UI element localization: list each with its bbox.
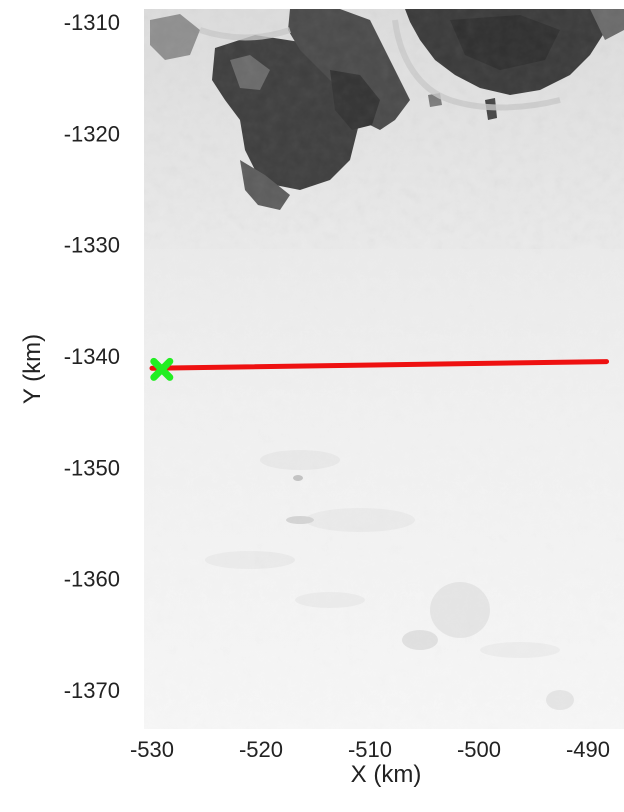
track-line	[149, 359, 610, 371]
y-axis-title: Y (km)	[19, 334, 46, 404]
y-tick-label: -1340	[64, 344, 120, 369]
y-tick-label: -1310	[64, 10, 120, 35]
marker-center	[156, 364, 167, 375]
y-tick-labels: -1310 -1320 -1330 -1340 -1350 -1360 -1370	[64, 10, 120, 703]
x-tick-label: -520	[239, 737, 283, 762]
y-tick-label: -1360	[64, 567, 120, 592]
x-tick-label: -530	[130, 737, 174, 762]
x-tick-label: -490	[566, 737, 610, 762]
x-tick-label: -510	[348, 737, 392, 762]
x-tick-label: -500	[457, 737, 501, 762]
satellite-image	[144, 9, 624, 729]
y-tick-label: -1320	[64, 121, 120, 146]
start-marker	[150, 357, 174, 381]
y-tick-label: -1350	[64, 455, 120, 480]
y-tick-label: -1370	[64, 678, 120, 703]
y-tick-label: -1330	[64, 233, 120, 258]
x-tick-labels: -530 -520 -510 -500 -490	[130, 737, 610, 762]
x-axis-title: X (km)	[351, 761, 422, 788]
